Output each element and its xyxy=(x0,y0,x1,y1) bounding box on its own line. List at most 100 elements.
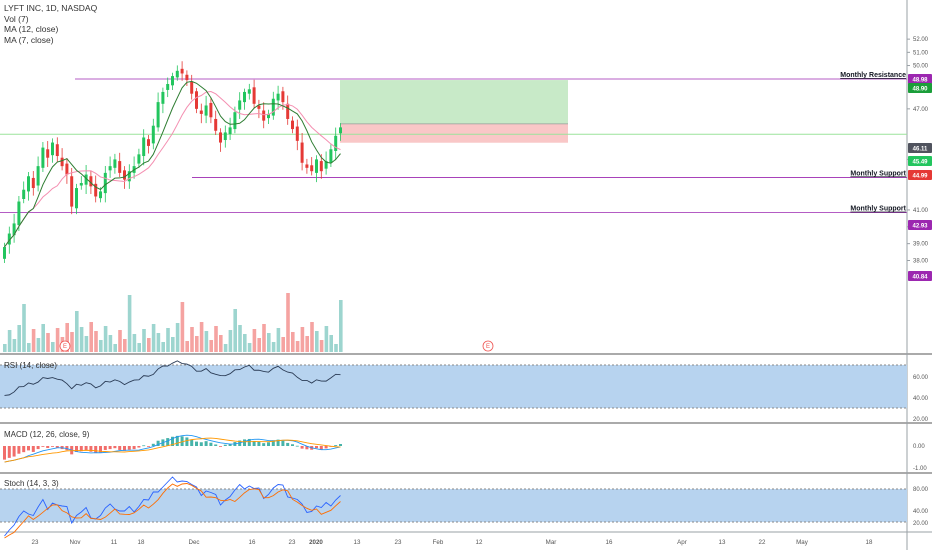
macd-histogram-bar xyxy=(142,445,146,447)
macd-histogram-bar xyxy=(113,446,117,449)
legend-vol[interactable]: Vol (7) xyxy=(4,13,29,24)
date-tick-label: 16 xyxy=(249,539,256,546)
volume-bar xyxy=(180,302,185,352)
macd-histogram-bar xyxy=(204,441,208,446)
candle-body xyxy=(147,139,150,146)
stoch-tick-label: 80.00 xyxy=(913,487,929,493)
macd-histogram-bar xyxy=(12,446,16,457)
price-tick-label: 50.00 xyxy=(913,64,929,70)
macd-histogram-bar xyxy=(305,446,309,450)
volume-bar xyxy=(238,325,242,352)
price-tick-label: 39.00 xyxy=(913,242,929,248)
volume-bar xyxy=(94,331,98,352)
macd-histogram-bar xyxy=(89,446,93,452)
candle-body xyxy=(223,132,227,141)
macd-histogram-bar xyxy=(7,446,11,458)
macd-histogram-bar xyxy=(252,440,256,446)
candle-body xyxy=(175,70,179,78)
volume-bar xyxy=(132,334,137,352)
candle-body xyxy=(113,159,117,168)
candle-body xyxy=(84,174,88,185)
rsi-pane-label[interactable]: RSI (14, close) xyxy=(4,361,57,370)
macd-histogram-bar xyxy=(108,446,112,450)
macd-histogram-bar xyxy=(118,446,122,450)
date-tick-label: Nov xyxy=(69,539,81,546)
macd-histogram-bar xyxy=(295,445,299,447)
volume-bar xyxy=(300,327,305,352)
date-tick-label: 12 xyxy=(476,539,483,546)
symbol-title[interactable]: LYFT INC, 1D, NASDAQ xyxy=(4,3,98,13)
volume-bar xyxy=(75,311,79,352)
macd-histogram-bar xyxy=(190,439,194,446)
date-tick-label: Mar xyxy=(546,539,557,546)
volume-bar xyxy=(118,330,122,352)
macd-histogram-bar xyxy=(209,442,213,446)
macd-histogram-bar xyxy=(271,440,275,446)
candle-body xyxy=(329,149,333,163)
volume-bar xyxy=(329,335,333,352)
stoch-pane-label[interactable]: Stoch (14, 3, 3) xyxy=(4,479,59,488)
volume-bar xyxy=(142,329,146,352)
macd-histogram-bar xyxy=(46,446,50,448)
macd-histogram-bar xyxy=(147,446,150,447)
volume-bar xyxy=(319,340,324,352)
candle-body xyxy=(214,118,218,131)
candle-body xyxy=(161,91,165,104)
candle-body xyxy=(281,91,285,103)
legend-ma-12[interactable]: MA (12, close) xyxy=(4,24,59,34)
macd-histogram-bar xyxy=(127,446,131,450)
macd-histogram-bar xyxy=(156,440,160,446)
chart-legend: LYFT INC, 1D, NASDAQ Vol (7) MA (12, clo… xyxy=(4,3,97,45)
candle-body xyxy=(334,135,338,151)
macd-histogram-bar xyxy=(31,446,35,452)
candle-body xyxy=(185,74,189,81)
volume-bar xyxy=(12,339,17,352)
volume-bar xyxy=(223,344,228,352)
volume-bar xyxy=(103,326,108,352)
macd-tick-label: 0.00 xyxy=(913,444,925,450)
macd-histogram-bar xyxy=(22,446,26,453)
volume-bar xyxy=(185,341,189,352)
macd-histogram-bar xyxy=(27,446,30,451)
candle-body xyxy=(36,166,40,186)
price-tag-label: 48.90 xyxy=(912,86,928,92)
volume-bar xyxy=(324,326,329,352)
macd-histogram-bar xyxy=(228,444,232,446)
macd-pane-label[interactable]: MACD (12, 26, close, 9) xyxy=(4,430,90,439)
volume-bar xyxy=(108,335,113,352)
legend-ma-7[interactable]: MA (7, close) xyxy=(4,34,54,45)
candle-body xyxy=(209,102,213,118)
volume-bar xyxy=(204,331,209,352)
candle-body xyxy=(156,102,160,128)
volume-bar xyxy=(310,322,314,352)
macd-histogram-bar xyxy=(99,446,102,453)
profit-zone xyxy=(340,80,568,124)
candle-body xyxy=(89,176,93,187)
volume-bar xyxy=(70,332,74,352)
volume-bar xyxy=(276,328,281,352)
macd-histogram-bar xyxy=(267,442,270,446)
candle-body xyxy=(166,84,170,90)
macd-histogram-bar xyxy=(166,438,170,446)
volume-bar xyxy=(84,336,89,352)
macd-histogram-bar xyxy=(324,446,328,449)
volume-bar xyxy=(123,339,127,352)
earnings-marker xyxy=(59,340,71,352)
volume-bar xyxy=(271,342,276,352)
candle-body xyxy=(70,176,74,207)
candle-body xyxy=(190,81,194,94)
candle-body xyxy=(60,157,64,167)
volume-bar xyxy=(46,333,50,352)
volume-bar xyxy=(214,326,218,352)
macd-histogram-bar xyxy=(339,444,342,446)
macd-histogram-bar xyxy=(51,446,54,447)
price-tick-label: 38.00 xyxy=(913,259,929,265)
macd-histogram-bar xyxy=(55,446,59,448)
candle-body xyxy=(7,233,11,245)
stoch-k-line xyxy=(4,476,341,537)
volume-bar xyxy=(334,344,338,352)
candle-body xyxy=(99,191,102,199)
ma-7-line xyxy=(4,80,341,248)
volume-bar xyxy=(262,324,266,352)
